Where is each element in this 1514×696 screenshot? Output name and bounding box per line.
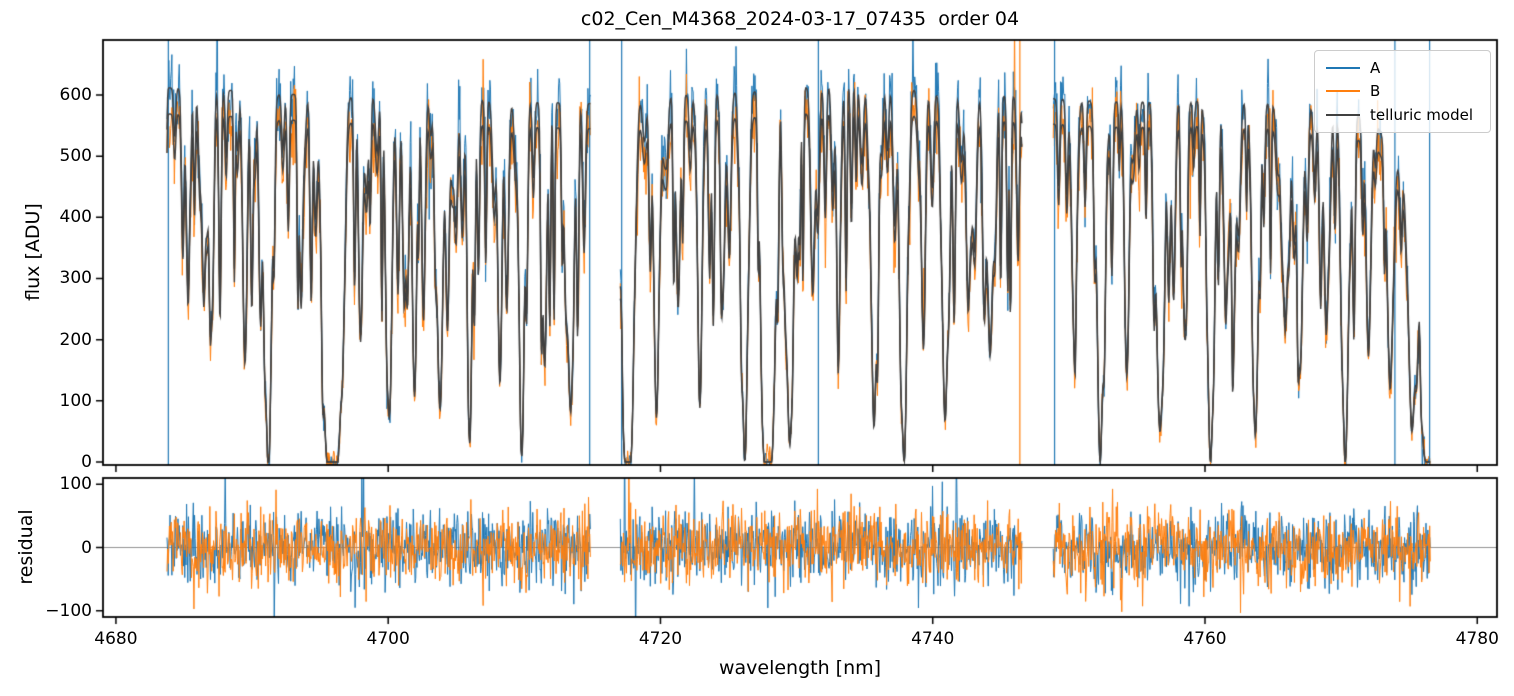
legend-label: telluric model — [1370, 106, 1474, 125]
flux-y-tick-label: 300 — [59, 268, 92, 289]
residual-y-tick-label: −100 — [45, 600, 92, 621]
legend-line-swatch — [1326, 114, 1360, 117]
residual-y-tick-label: 0 — [81, 537, 92, 558]
legend-entry-a: A — [1326, 59, 1484, 77]
flux-y-tick-label: 100 — [59, 390, 92, 411]
plot-title: c02_Cen_M4368_2024-03-17_07435 order 04 — [580, 8, 1020, 30]
x-tick-label: 4680 — [94, 629, 138, 649]
flux-y-tick-label: 0 — [81, 451, 92, 472]
x-tick-label: 4740 — [911, 629, 955, 649]
flux-y-tick-label: 600 — [59, 85, 92, 106]
wavelength-axis-label: wavelength [nm] — [718, 657, 882, 679]
flux-y-tick-label: 400 — [59, 207, 92, 228]
x-tick-label: 4780 — [1455, 629, 1499, 649]
legend-label: A — [1370, 58, 1381, 77]
x-tick-label: 4760 — [1183, 629, 1227, 649]
legend-entry-b: B — [1326, 82, 1484, 100]
legend-line-swatch — [1326, 66, 1360, 69]
x-tick-label: 4720 — [638, 629, 683, 649]
legend-label: B — [1370, 82, 1381, 101]
x-tick-label: 4700 — [366, 629, 410, 649]
flux-y-tick-label: 500 — [59, 146, 92, 167]
legend-entry-telluric-model: telluric model — [1326, 106, 1484, 124]
legend-line-swatch — [1326, 90, 1360, 93]
residual-y-tick-label: 100 — [59, 474, 92, 495]
flux-y-tick-label: 200 — [59, 329, 92, 350]
